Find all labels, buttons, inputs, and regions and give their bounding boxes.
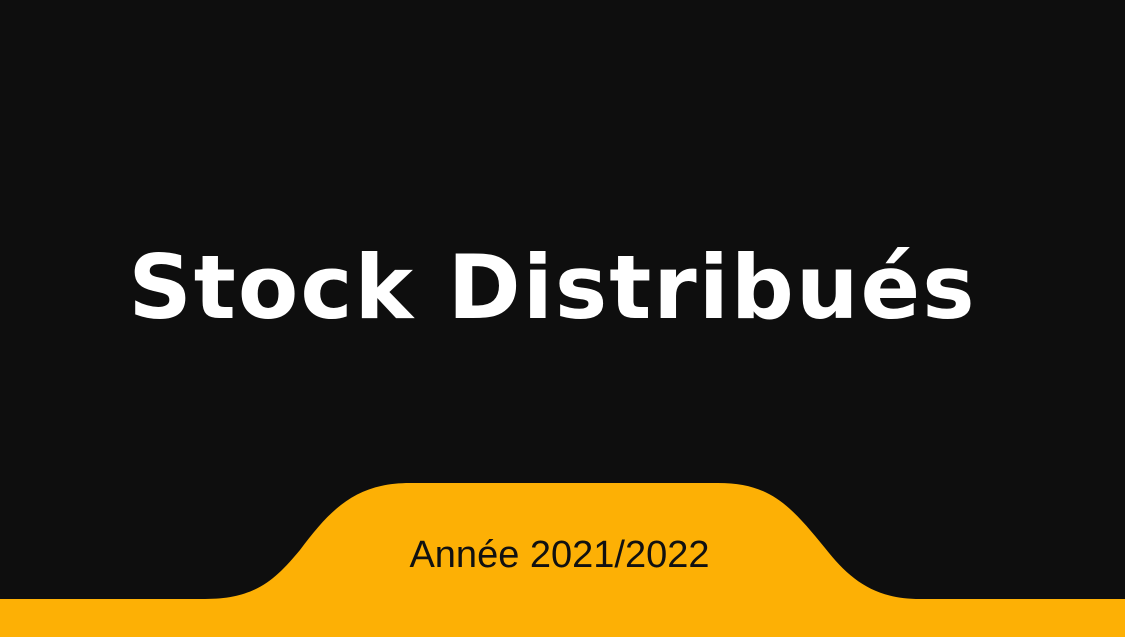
year-subtitle: Année 2021/2022 [409, 534, 710, 576]
page-title: Stock Distribués [128, 236, 977, 339]
